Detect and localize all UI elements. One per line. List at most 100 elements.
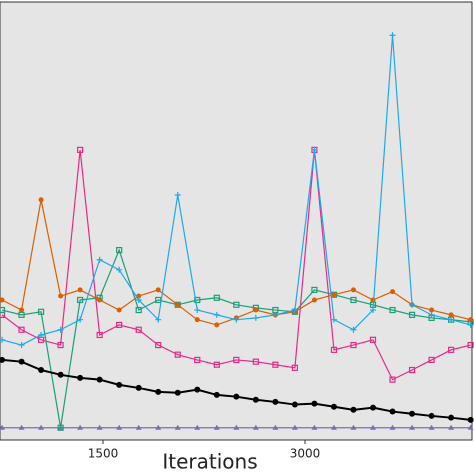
marker [18, 326, 25, 333]
marker [311, 286, 318, 294]
marker [252, 314, 259, 321]
marker [272, 311, 279, 318]
marker [467, 321, 474, 328]
marker [135, 424, 142, 430]
marker [213, 391, 220, 398]
marker [370, 424, 377, 430]
marker [448, 424, 455, 430]
marker [155, 424, 162, 430]
marker [291, 364, 299, 371]
marker [330, 346, 338, 353]
marker [155, 388, 162, 395]
marker [155, 316, 162, 323]
x-axis-label: Iterations [162, 450, 257, 474]
marker [155, 287, 161, 293]
marker [0, 356, 6, 363]
marker [18, 342, 25, 349]
marker [194, 307, 201, 314]
marker [233, 316, 240, 323]
series-line [1, 248, 471, 428]
marker [252, 424, 259, 430]
marker [135, 306, 142, 314]
marker [174, 389, 181, 396]
marker [18, 358, 25, 365]
marker [213, 294, 220, 301]
marker [135, 384, 142, 391]
marker [96, 331, 103, 339]
marker [18, 424, 25, 430]
marker [116, 307, 122, 313]
marker [428, 424, 435, 430]
marker [233, 424, 240, 430]
marker [272, 424, 279, 430]
marker [174, 351, 181, 358]
marker [233, 393, 240, 400]
marker [448, 414, 455, 421]
marker [116, 321, 123, 329]
marker [194, 424, 201, 430]
marker [116, 266, 123, 273]
plot-area [0, 1, 473, 441]
marker [428, 311, 435, 318]
marker [213, 424, 220, 430]
marker [38, 331, 45, 338]
marker [428, 412, 435, 419]
marker [57, 326, 64, 333]
x-tick-label: 3000 [290, 447, 321, 461]
marker [194, 296, 201, 304]
marker [213, 311, 220, 318]
marker [448, 312, 454, 318]
marker [135, 326, 142, 333]
marker [57, 341, 64, 349]
marker [311, 424, 318, 430]
marker [390, 289, 396, 295]
marker [467, 424, 474, 430]
marker [467, 341, 474, 349]
marker [174, 191, 181, 198]
marker [155, 341, 162, 349]
marker [467, 416, 474, 423]
marker [116, 424, 123, 430]
marker [409, 410, 416, 417]
marker [96, 256, 103, 263]
marker [58, 293, 64, 299]
marker [0, 336, 6, 343]
marker [350, 424, 357, 430]
marker [0, 306, 6, 314]
marker [213, 361, 220, 368]
marker [0, 424, 6, 430]
marker [272, 398, 279, 405]
marker [350, 287, 356, 293]
marker [135, 296, 142, 303]
marker [330, 316, 337, 323]
marker [57, 424, 64, 431]
marker [233, 301, 240, 308]
marker [330, 403, 337, 410]
marker [389, 408, 396, 415]
marker [448, 346, 455, 353]
marker [291, 401, 298, 408]
marker [19, 307, 25, 313]
marker [77, 146, 84, 153]
marker [96, 424, 103, 430]
marker [37, 308, 45, 315]
marker [369, 336, 377, 343]
marker [233, 356, 240, 364]
marker [468, 317, 474, 323]
marker [116, 381, 123, 388]
marker [38, 197, 44, 203]
marker [38, 366, 45, 373]
marker [77, 374, 84, 381]
marker [311, 297, 317, 303]
marker [214, 322, 220, 328]
marker [175, 302, 181, 308]
marker [272, 361, 279, 368]
marker [370, 307, 377, 314]
marker [77, 316, 84, 323]
marker [38, 424, 45, 430]
marker [291, 307, 298, 314]
marker [291, 424, 298, 430]
marker [0, 297, 5, 303]
marker [252, 358, 259, 365]
